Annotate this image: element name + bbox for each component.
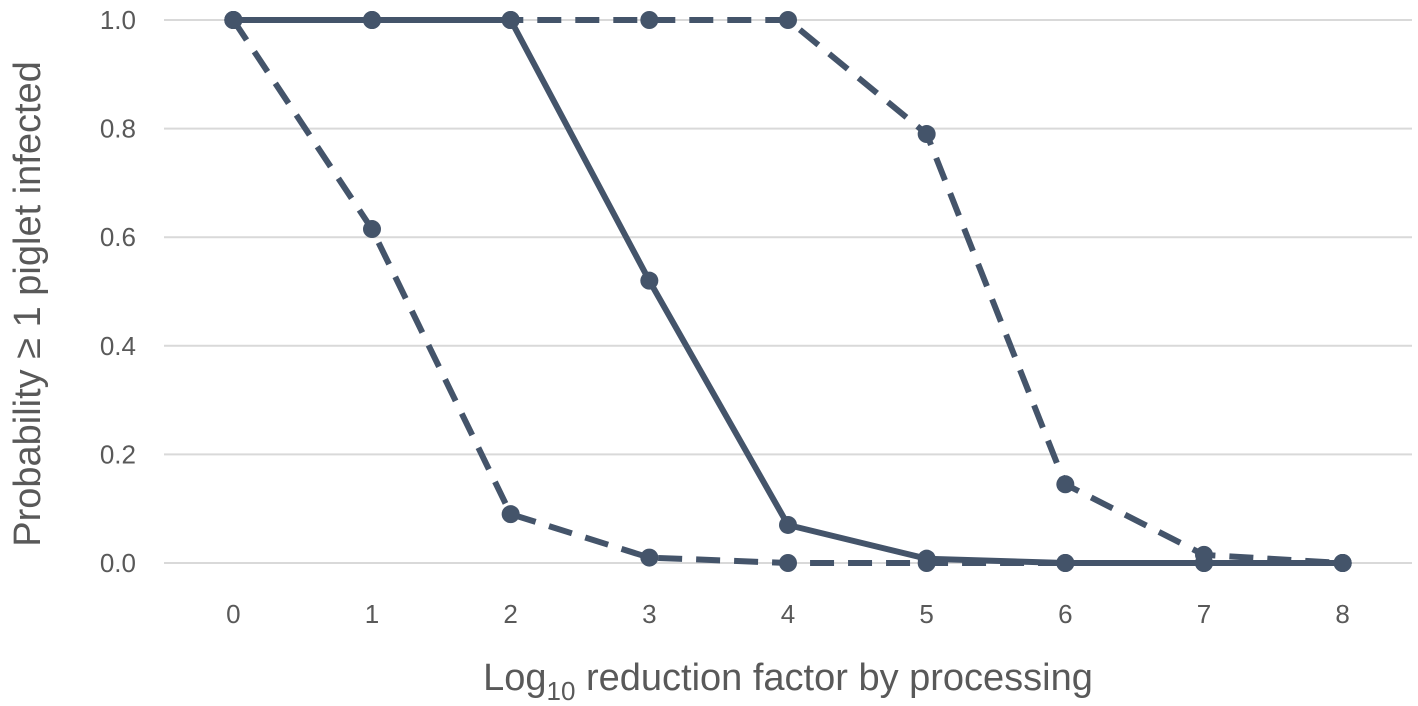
x-axis-title-prefix: Log [483, 657, 546, 699]
y-tick-label: 0.4 [100, 331, 136, 361]
x-tick-label: 8 [1335, 599, 1349, 629]
data-point [640, 548, 659, 567]
x-axis-title-rest: reduction factor by processing [575, 657, 1093, 699]
data-point [1333, 554, 1352, 572]
data-point [363, 220, 381, 239]
data-point [640, 271, 659, 290]
x-tick-labels: 0 1 2 3 4 5 6 7 8 [226, 599, 1350, 629]
y-tick-label: 0.2 [100, 439, 136, 469]
series-markers [224, 11, 1352, 572]
y-tick-label: 1.0 [100, 5, 136, 35]
data-point [779, 554, 797, 572]
x-tick-label: 2 [503, 599, 517, 629]
x-tick-label: 7 [1197, 599, 1211, 629]
data-point [779, 515, 797, 534]
y-tick-label: 0.0 [100, 548, 136, 578]
x-tick-label: 5 [919, 599, 933, 629]
x-axis-title: Log10 reduction factor by processing [483, 657, 1093, 706]
data-point [501, 505, 520, 524]
gridlines [164, 19, 1412, 564]
data-point [640, 11, 659, 29]
data-point [224, 11, 243, 29]
y-tick-labels: 0.0 0.2 0.4 0.6 0.8 1.0 [100, 5, 136, 578]
x-tick-label: 4 [781, 599, 795, 629]
x-tick-label: 1 [365, 599, 379, 629]
x-tick-label: 3 [642, 599, 656, 629]
series-line-1-dashed [230, 18, 1343, 566]
data-point [501, 11, 520, 29]
data-point [1056, 554, 1075, 572]
data-point [1056, 475, 1075, 494]
series-lines [230, 17, 1343, 566]
data-point [917, 549, 936, 568]
data-point [917, 125, 936, 144]
data-point [779, 11, 797, 29]
y-tick-label: 0.6 [100, 222, 136, 252]
data-point [363, 11, 381, 29]
x-tick-label: 0 [226, 599, 240, 629]
x-tick-label: 6 [1058, 599, 1072, 629]
y-axis-title: Probability ≥ 1 piglet infected [7, 61, 49, 547]
x-axis-title-subscript: 10 [546, 676, 575, 706]
data-point [1195, 545, 1213, 564]
y-tick-label: 0.8 [100, 114, 136, 144]
